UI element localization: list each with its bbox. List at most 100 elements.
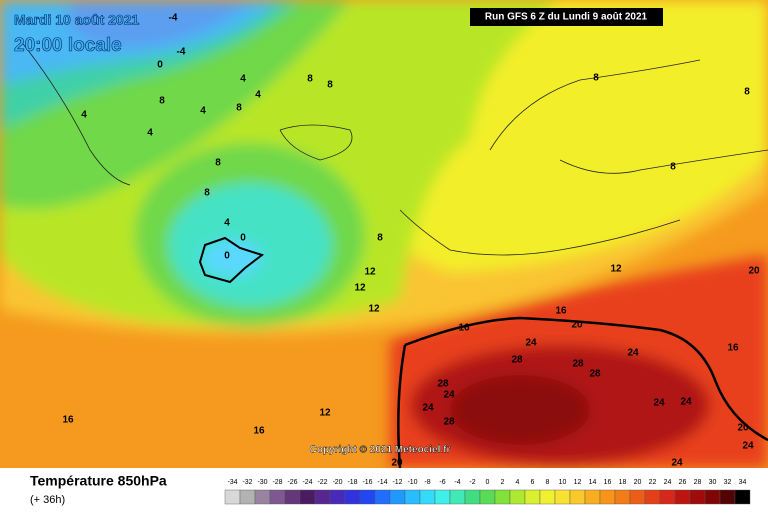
- contour-label: 28: [511, 355, 523, 366]
- legend-swatch: [659, 489, 676, 505]
- legend-swatch: [644, 489, 661, 505]
- contour-label: 12: [319, 408, 331, 419]
- contour-label: 24: [627, 348, 639, 359]
- legend-label: -28: [272, 479, 282, 486]
- legend-label: 8: [546, 479, 550, 486]
- run-label: Run GFS 6 Z du Lundi 9 août 2021: [485, 12, 648, 23]
- legend-swatch: [599, 489, 616, 505]
- legend-swatch: [479, 489, 496, 505]
- contour-label: -4: [169, 13, 178, 24]
- contour-label: 4: [224, 218, 230, 229]
- legend-swatch: [374, 489, 391, 505]
- contour-label: 20: [748, 266, 760, 277]
- contour-label: 28: [443, 417, 455, 428]
- legend-label: 14: [589, 479, 597, 486]
- legend-swatch: [269, 489, 286, 505]
- contour-label: 0: [157, 60, 163, 71]
- contour-label: 4: [147, 128, 153, 139]
- contour-label: 28: [437, 379, 449, 390]
- copyright: Copyright © 2021 Meteociel.fr: [310, 445, 451, 456]
- contour-label: 24: [680, 397, 692, 408]
- legend-swatch: [614, 489, 631, 505]
- contour-label: -4: [177, 47, 186, 58]
- legend-swatch: [554, 489, 571, 505]
- contour-label: 8: [744, 87, 750, 98]
- legend-swatch: [254, 489, 271, 505]
- legend-swatch: [434, 489, 451, 505]
- legend-label: -8: [424, 479, 430, 486]
- legend-swatch: [344, 489, 361, 505]
- contour-label: 8: [670, 162, 676, 173]
- legend-swatch: [299, 489, 316, 505]
- contour-label: 24: [443, 390, 455, 401]
- contour-label: 0: [240, 233, 246, 244]
- legend-swatch: [689, 489, 706, 505]
- legend-label: 6: [531, 479, 535, 486]
- contour-label: 20: [571, 320, 583, 331]
- legend-label: 4: [516, 479, 520, 486]
- contour-label: 8: [236, 103, 242, 114]
- legend-swatch: [734, 489, 751, 505]
- legend-label: 26: [679, 479, 687, 486]
- legend-label: -14: [377, 479, 387, 486]
- legend-label: 2: [501, 479, 505, 486]
- legend-label: 0: [486, 479, 490, 486]
- map-area: [0, 0, 768, 468]
- legend-swatch: [674, 489, 691, 505]
- contour-label: 12: [354, 283, 366, 294]
- legend-label: 30: [709, 479, 717, 486]
- legend-label: -16: [362, 479, 372, 486]
- legend-label: 22: [649, 479, 657, 486]
- legend-label: -22: [317, 479, 327, 486]
- legend-swatch: [629, 489, 646, 505]
- contour-label: 16: [62, 415, 74, 426]
- legend-label: 16: [604, 479, 612, 486]
- contour-label: 24: [422, 403, 434, 414]
- legend-label: -26: [287, 479, 297, 486]
- legend-swatch: [584, 489, 601, 505]
- legend-label: -10: [407, 479, 417, 486]
- legend-swatch: [464, 489, 481, 505]
- contour-label: 8: [159, 96, 165, 107]
- contour-label: 24: [671, 458, 683, 469]
- legend-label: 10: [559, 479, 567, 486]
- footer-title: Température 850hPa: [30, 473, 167, 489]
- legend-swatch: [704, 489, 721, 505]
- contour-label: 24: [525, 338, 537, 349]
- contour-label: 28: [589, 369, 601, 380]
- legend-label: -6: [439, 479, 445, 486]
- legend-label: 34: [739, 479, 747, 486]
- legend-label: -4: [454, 479, 460, 486]
- legend-swatch: [284, 489, 301, 505]
- contour-label: 12: [610, 264, 622, 275]
- contour-label: 8: [593, 73, 599, 84]
- contour-label: 12: [368, 304, 380, 315]
- contour-label: 20: [391, 458, 403, 469]
- legend-label: 20: [634, 479, 642, 486]
- legend-label: -24: [302, 479, 312, 486]
- contour-label: 4: [255, 90, 261, 101]
- legend-label: -18: [347, 479, 357, 486]
- contour-label: 16: [555, 306, 567, 317]
- legend-label: -30: [257, 479, 267, 486]
- legend-swatch: [449, 489, 466, 505]
- contour-label: 4: [240, 74, 246, 85]
- legend-swatch: [494, 489, 511, 505]
- contour-label: 20: [737, 423, 749, 434]
- legend-label: -34: [227, 479, 237, 486]
- legend-swatch: [224, 489, 241, 505]
- contour-label: 16: [253, 426, 265, 437]
- footer-lead: (+ 36h): [30, 494, 65, 506]
- legend-label: 12: [574, 479, 582, 486]
- contour-label: 8: [215, 158, 221, 169]
- legend-swatch: [509, 489, 526, 505]
- legend-label: -2: [469, 479, 475, 486]
- legend-swatch: [719, 489, 736, 505]
- legend-label: 18: [619, 479, 627, 486]
- time-label: 20:00 locale: [14, 35, 122, 56]
- legend-label: -12: [392, 479, 402, 486]
- legend-swatch: [239, 489, 256, 505]
- contour-label: 4: [200, 106, 206, 117]
- legend-swatch: [419, 489, 436, 505]
